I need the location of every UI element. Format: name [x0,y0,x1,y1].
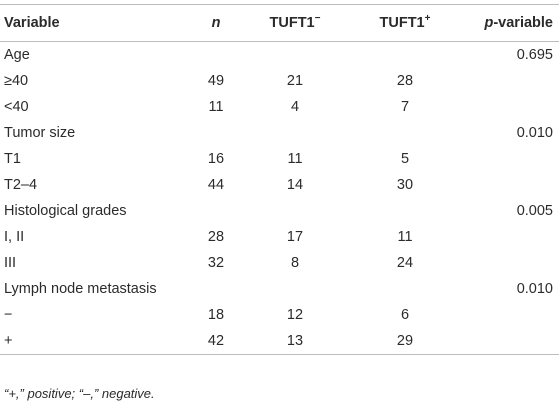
header-n-label: n [211,15,221,31]
table-footnote: “+,” positive; “–,” negative. [4,386,155,401]
cell-tuft1-negative: 8 [290,255,300,271]
row-label: Lymph node metastasis [4,281,157,297]
cell-p-value: 0.010 [516,281,553,297]
cell-tuft1-positive: 5 [400,151,410,167]
cell-tuft1-negative [240,198,350,224]
table-row: Histological grades 0.005 [0,198,559,224]
cell-n: 49 [207,73,225,89]
cell-tuft1-negative [240,120,350,146]
row-label: ≥40 [4,73,29,89]
cell-p-value [460,224,559,250]
cell-p-value [460,146,559,172]
cell-tuft1-negative [240,276,350,302]
cell-p-value: 0.010 [516,125,553,141]
header-tuft1-negative: TUFT1− [240,4,350,42]
cell-n: 28 [207,229,225,245]
cell-n: 44 [207,177,225,193]
header-tuft1-positive-sup: + [424,13,431,25]
cell-n: 32 [207,255,225,271]
row-label: Age [4,47,30,63]
row-label: − [4,307,13,323]
cell-tuft1-positive [350,198,460,224]
row-label: I, II [4,229,25,245]
row-label: Tumor size [4,125,76,141]
table-row: ≥40 49 21 28 [0,68,559,94]
header-tuft1-negative-sup: − [314,13,321,25]
table-row: Age 0.695 [0,42,559,69]
table-row: Lymph node metastasis 0.010 [0,276,559,302]
table-row: − 18 12 6 [0,302,559,328]
cell-p-value: 0.005 [516,203,553,219]
cell-tuft1-positive: 30 [396,177,414,193]
row-label: III [4,255,17,271]
cell-n [180,198,240,224]
row-label: T1 [4,151,21,167]
header-variable: Variable [0,4,180,42]
cell-tuft1-negative: 11 [287,151,303,167]
cell-tuft1-positive: 7 [400,99,410,115]
row-label: + [0,328,180,355]
cell-tuft1-positive [350,120,460,146]
cell-p-value: 0.695 [516,47,553,63]
row-label: Histological grades [4,203,127,219]
header-tuft1-negative-label: TUFT1 [269,15,315,31]
table-row: T1 16 11 5 [0,146,559,172]
cell-tuft1-negative: 21 [286,73,304,89]
cell-n: 42 [180,328,240,355]
cell-tuft1-negative: 4 [290,99,300,115]
cell-p-value [460,328,559,355]
cell-n [180,42,240,69]
header-n: n [180,4,240,42]
cell-tuft1-negative: 12 [286,307,304,323]
row-label: <40 [4,99,29,115]
cell-tuft1-positive: 24 [396,255,414,271]
cell-p-value [460,250,559,276]
cell-tuft1-negative: 13 [240,328,350,355]
table-row: + 42 13 29 [0,328,559,355]
cell-tuft1-positive [350,42,460,69]
cell-tuft1-positive: 29 [350,328,460,355]
row-label: T2–4 [4,177,38,193]
table-row: I, II 28 17 11 [0,224,559,250]
cell-p-value [460,302,559,328]
data-table: Variable n TUFT1− TUFT1+ p-variable Age [0,4,559,355]
cell-n: 18 [207,307,225,323]
table-row: T2–4 44 14 30 [0,172,559,198]
header-p-italic: p [484,15,494,31]
table-body: Age 0.695 ≥40 49 21 28 <40 11 4 7 [0,42,559,355]
header-tuft1-positive-label: TUFT1 [379,15,425,31]
cell-n: 11 [208,99,224,115]
cell-tuft1-negative: 14 [286,177,304,193]
header-p-rest: -variable [493,15,553,31]
cell-tuft1-positive: 28 [396,73,414,89]
cell-tuft1-negative: 17 [286,229,304,245]
cell-tuft1-positive [350,276,460,302]
cell-tuft1-positive: 6 [400,307,410,323]
cell-p-value [460,94,559,120]
cell-tuft1-negative [240,42,350,69]
header-row: Variable n TUFT1− TUFT1+ p-variable [0,4,559,42]
cell-p-value [460,68,559,94]
header-p-variable: p-variable [460,4,559,42]
cell-n: 16 [207,151,225,167]
cell-p-value [460,172,559,198]
cell-n [180,276,240,302]
table-row: Tumor size 0.010 [0,120,559,146]
header-tuft1-positive: TUFT1+ [350,4,460,42]
cell-n [180,120,240,146]
cell-tuft1-positive: 11 [397,229,413,245]
table-row: III 32 8 24 [0,250,559,276]
table-row: <40 11 4 7 [0,94,559,120]
